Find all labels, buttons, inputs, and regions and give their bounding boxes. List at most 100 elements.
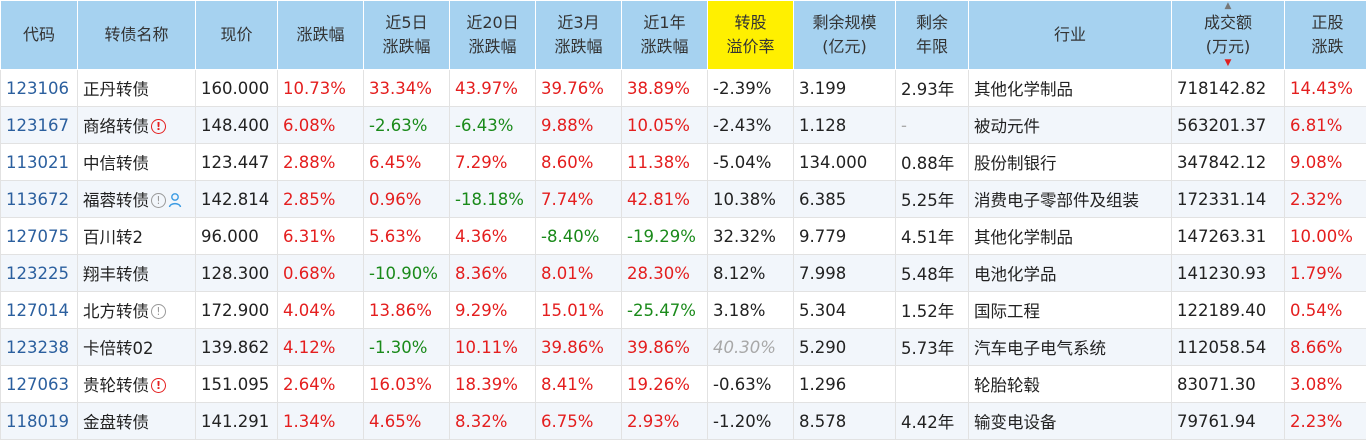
- table-row[interactable]: 123167 商络转债! 148.400 6.08% -2.63% -6.43%…: [0, 106, 1366, 144]
- table-row[interactable]: 123106 正丹转债 160.000 10.73% 33.34% 43.97%…: [0, 69, 1366, 107]
- bond-name[interactable]: 百川转2: [83, 228, 143, 247]
- header-premium[interactable]: 转股 溢价率: [707, 0, 794, 70]
- bond-code-link[interactable]: 127014: [0, 291, 78, 329]
- chg3m-cell: 8.60%: [535, 143, 622, 181]
- bond-flags: !: [149, 117, 166, 136]
- bond-name[interactable]: 金盘转债: [83, 413, 149, 432]
- premium-cell: -1.20%: [707, 402, 794, 440]
- chg1y-cell: -25.47%: [621, 291, 708, 329]
- header-years[interactable]: 剩余 年限: [895, 0, 969, 70]
- sort-desc-icon[interactable]: ▼: [1224, 58, 1232, 68]
- table-row[interactable]: 113672 福蓉转债! 142.814 2.85% 0.96% -18.18%…: [0, 180, 1366, 218]
- chg5d-cell: 13.86%: [363, 291, 450, 329]
- bond-name-cell[interactable]: 正丹转债: [77, 69, 196, 107]
- header-industry[interactable]: 行业: [968, 0, 1172, 70]
- bond-code-link[interactable]: 118019: [0, 402, 78, 440]
- table-row[interactable]: 127014 北方转债! 172.900 4.04% 13.86% 9.29% …: [0, 291, 1366, 329]
- remaining-size-cell: 5.290: [793, 328, 896, 366]
- table-row[interactable]: 113021 中信转债 123.447 2.88% 6.45% 7.29% 8.…: [0, 143, 1366, 181]
- header-turnover[interactable]: ▲ 成交额 (万元) ▼: [1171, 0, 1285, 70]
- premium-cell: -2.43%: [707, 106, 794, 144]
- chg5d-cell: -2.63%: [363, 106, 450, 144]
- stock-change-cell: 2.32%: [1284, 180, 1366, 218]
- premium-cell: 8.12%: [707, 254, 794, 292]
- price-cell: 172.900: [195, 291, 278, 329]
- chg5d-cell: 6.45%: [363, 143, 450, 181]
- chg1y-cell: 28.30%: [621, 254, 708, 292]
- info-icon[interactable]: !: [151, 192, 166, 208]
- chg5d-cell: 33.34%: [363, 69, 450, 107]
- header-chg3m[interactable]: 近3月 涨跌幅: [535, 0, 622, 70]
- bond-name-cell[interactable]: 北方转债!: [77, 291, 196, 329]
- header-size[interactable]: 剩余规模 (亿元): [793, 0, 896, 70]
- header-chg1y[interactable]: 近1年 涨跌幅: [621, 0, 708, 70]
- bond-code-link[interactable]: 123238: [0, 328, 78, 366]
- bond-code-link[interactable]: 123225: [0, 254, 78, 292]
- change-cell: 2.85%: [277, 180, 364, 218]
- info-icon[interactable]: !: [151, 304, 166, 319]
- remaining-size-cell: 7.998: [793, 254, 896, 292]
- bond-name-cell[interactable]: 商络转债!: [77, 106, 196, 144]
- bond-code-link[interactable]: 127075: [0, 217, 78, 255]
- warning-icon[interactable]: !: [151, 378, 166, 393]
- sort-asc-icon[interactable]: ▲: [1224, 1, 1232, 11]
- industry-cell: 消费电子零部件及组装: [968, 180, 1172, 218]
- stock-change-cell: 0.54%: [1284, 291, 1366, 329]
- chg20d-cell: 10.11%: [449, 328, 536, 366]
- header-chg20d[interactable]: 近20日 涨跌幅: [449, 0, 536, 70]
- chg20d-cell: 4.36%: [449, 217, 536, 255]
- header-change[interactable]: 涨跌幅: [277, 0, 364, 70]
- bond-name-cell[interactable]: 中信转债: [77, 143, 196, 181]
- bond-name-cell[interactable]: 福蓉转债!: [77, 180, 196, 218]
- header-chg5d[interactable]: 近5日 涨跌幅: [363, 0, 450, 70]
- bond-code-link[interactable]: 113021: [0, 143, 78, 181]
- bond-name[interactable]: 翔丰转债: [83, 265, 149, 284]
- table-row[interactable]: 127075 百川转2 96.000 6.31% 5.63% 4.36% -8.…: [0, 217, 1366, 255]
- table-header-row: 代码 转债名称 现价 涨跌幅 近5日 涨跌幅 近20日 涨跌幅 近3月 涨跌幅 近1年…: [0, 0, 1366, 70]
- bond-name[interactable]: 卡倍转02: [83, 339, 154, 358]
- bond-code-link[interactable]: 123167: [0, 106, 78, 144]
- table-row[interactable]: 123225 翔丰转债 128.300 0.68% -10.90% 8.36% …: [0, 254, 1366, 292]
- remaining-size-cell: 3.199: [793, 69, 896, 107]
- chg5d-cell: 16.03%: [363, 365, 450, 403]
- person-icon[interactable]: [167, 192, 183, 212]
- remaining-size-cell: 1.296: [793, 365, 896, 403]
- remaining-years-cell: 0.88年: [895, 143, 969, 181]
- chg3m-cell: -8.40%: [535, 217, 622, 255]
- header-name[interactable]: 转债名称: [77, 0, 196, 70]
- bond-name-cell[interactable]: 金盘转债: [77, 402, 196, 440]
- header-price[interactable]: 现价: [195, 0, 278, 70]
- stock-change-cell: 2.23%: [1284, 402, 1366, 440]
- turnover-cell: 141230.93: [1171, 254, 1285, 292]
- bond-code-link[interactable]: 123106: [0, 69, 78, 107]
- chg20d-cell: 43.97%: [449, 69, 536, 107]
- chg5d-cell: 5.63%: [363, 217, 450, 255]
- bond-name-cell[interactable]: 贵轮转债!: [77, 365, 196, 403]
- bond-name[interactable]: 中信转债: [83, 154, 149, 173]
- industry-cell: 轮胎轮毂: [968, 365, 1172, 403]
- price-cell: 142.814: [195, 180, 278, 218]
- remaining-years-cell: 4.51年: [895, 217, 969, 255]
- bond-name[interactable]: 正丹转债: [83, 80, 149, 99]
- bond-code-link[interactable]: 113672: [0, 180, 78, 218]
- table-body: 123106 正丹转债 160.000 10.73% 33.34% 43.97%…: [0, 69, 1366, 440]
- chg5d-cell: 0.96%: [363, 180, 450, 218]
- bond-name[interactable]: 福蓉转债: [83, 190, 149, 210]
- bond-name[interactable]: 贵轮转债: [83, 376, 149, 395]
- bond-name-cell[interactable]: 翔丰转债: [77, 254, 196, 292]
- bond-name-cell[interactable]: 卡倍转02: [77, 328, 196, 366]
- header-code[interactable]: 代码: [0, 0, 78, 70]
- bond-name[interactable]: 商络转债: [83, 117, 149, 136]
- stock-change-cell: 14.43%: [1284, 69, 1366, 107]
- bond-name[interactable]: 北方转债: [83, 302, 149, 321]
- price-cell: 128.300: [195, 254, 278, 292]
- table-row[interactable]: 118019 金盘转债 141.291 1.34% 4.65% 8.32% 6.…: [0, 402, 1366, 440]
- table-row[interactable]: 127063 贵轮转债! 151.095 2.64% 16.03% 18.39%…: [0, 365, 1366, 403]
- bond-code-link[interactable]: 127063: [0, 365, 78, 403]
- bond-name-cell[interactable]: 百川转2: [77, 217, 196, 255]
- warning-icon[interactable]: !: [151, 119, 166, 134]
- table-row[interactable]: 123238 卡倍转02 139.862 4.12% -1.30% 10.11%…: [0, 328, 1366, 366]
- header-stock-change[interactable]: 正股 涨跌: [1284, 0, 1366, 70]
- bond-flags: !: [149, 376, 166, 395]
- remaining-size-cell: 1.128: [793, 106, 896, 144]
